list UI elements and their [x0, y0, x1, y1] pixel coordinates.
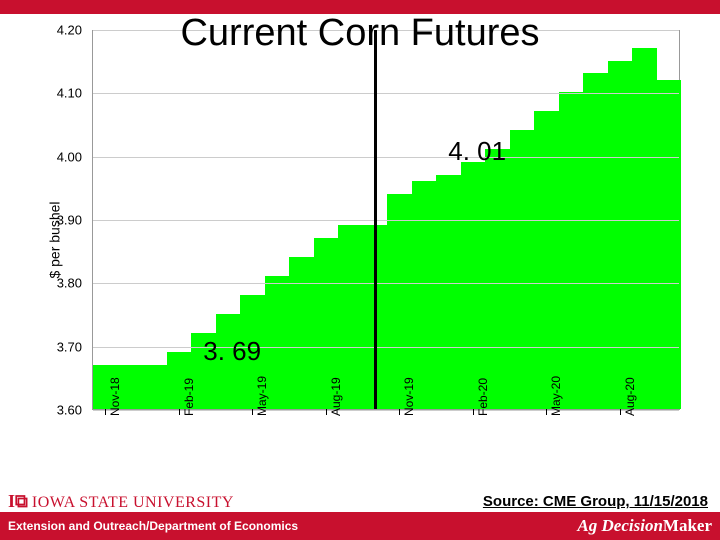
footer: I⧉ IOWA STATE UNIVERSITY Source: CME Gro…	[0, 488, 720, 540]
bar	[412, 181, 437, 409]
y-tick-label: 3.70	[57, 339, 82, 354]
bar	[510, 130, 535, 409]
university-word-text: UNIVERSITY	[133, 494, 234, 511]
bar	[559, 92, 584, 409]
x-tick-label: Nov-18	[108, 377, 122, 416]
brand-text-2: Maker	[663, 516, 712, 535]
x-tick-label: May-20	[549, 376, 563, 416]
source-citation: Source: CME Group, 11/15/2018	[483, 493, 708, 510]
brand-text-1: Ag Decision	[577, 516, 662, 535]
isu-mark-icon: I⧉	[8, 491, 28, 512]
bar	[608, 61, 633, 409]
footer-bar: Extension and Outreach/Department of Eco…	[0, 512, 720, 540]
x-tick-label: Aug-19	[329, 377, 343, 416]
y-tick-label: 4.10	[57, 86, 82, 101]
brand-logo: Ag DecisionMaker	[577, 516, 712, 536]
y-axis-ticks: 3.603.703.803.904.004.104.20	[48, 30, 88, 410]
gridline	[93, 220, 679, 221]
x-tick-label: Feb-19	[182, 378, 196, 416]
bar	[583, 73, 608, 409]
department-text: Extension and Outreach/Department of Eco…	[8, 519, 298, 533]
x-tick-label: Nov-19	[402, 377, 416, 416]
bar	[632, 48, 657, 409]
y-tick-label: 4.00	[57, 149, 82, 164]
y-tick-label: 3.90	[57, 213, 82, 228]
x-tick-label: Feb-20	[476, 378, 490, 416]
reference-line	[374, 30, 377, 409]
bar	[657, 80, 682, 409]
gridline	[93, 93, 679, 94]
gridline	[93, 347, 679, 348]
university-mark-text: IOWA STATE	[32, 494, 129, 511]
gridline	[93, 157, 679, 158]
bar	[461, 162, 486, 409]
value-annotation: 4. 01	[448, 136, 506, 167]
x-tick-label: May-19	[255, 376, 269, 416]
bar	[142, 365, 167, 409]
bar	[485, 149, 510, 409]
university-logo: I⧉ IOWA STATE UNIVERSITY	[8, 491, 234, 512]
bar	[436, 175, 461, 409]
value-annotation: 3. 69	[203, 336, 261, 367]
bar	[289, 257, 314, 409]
x-axis-ticks: Nov-18Feb-19May-19Aug-19Nov-19Feb-20May-…	[92, 410, 680, 450]
plot-area: 3. 69 4. 01	[92, 30, 680, 410]
gridline	[93, 283, 679, 284]
chart-container: $ per bushel 3.603.703.803.904.004.104.2…	[30, 30, 680, 450]
university-name: IOWA STATE UNIVERSITY	[32, 494, 234, 512]
y-tick-label: 3.60	[57, 403, 82, 418]
y-tick-label: 3.80	[57, 276, 82, 291]
chart-title: Current Corn Futures	[0, 12, 720, 55]
x-tick-label: Aug-20	[623, 377, 637, 416]
